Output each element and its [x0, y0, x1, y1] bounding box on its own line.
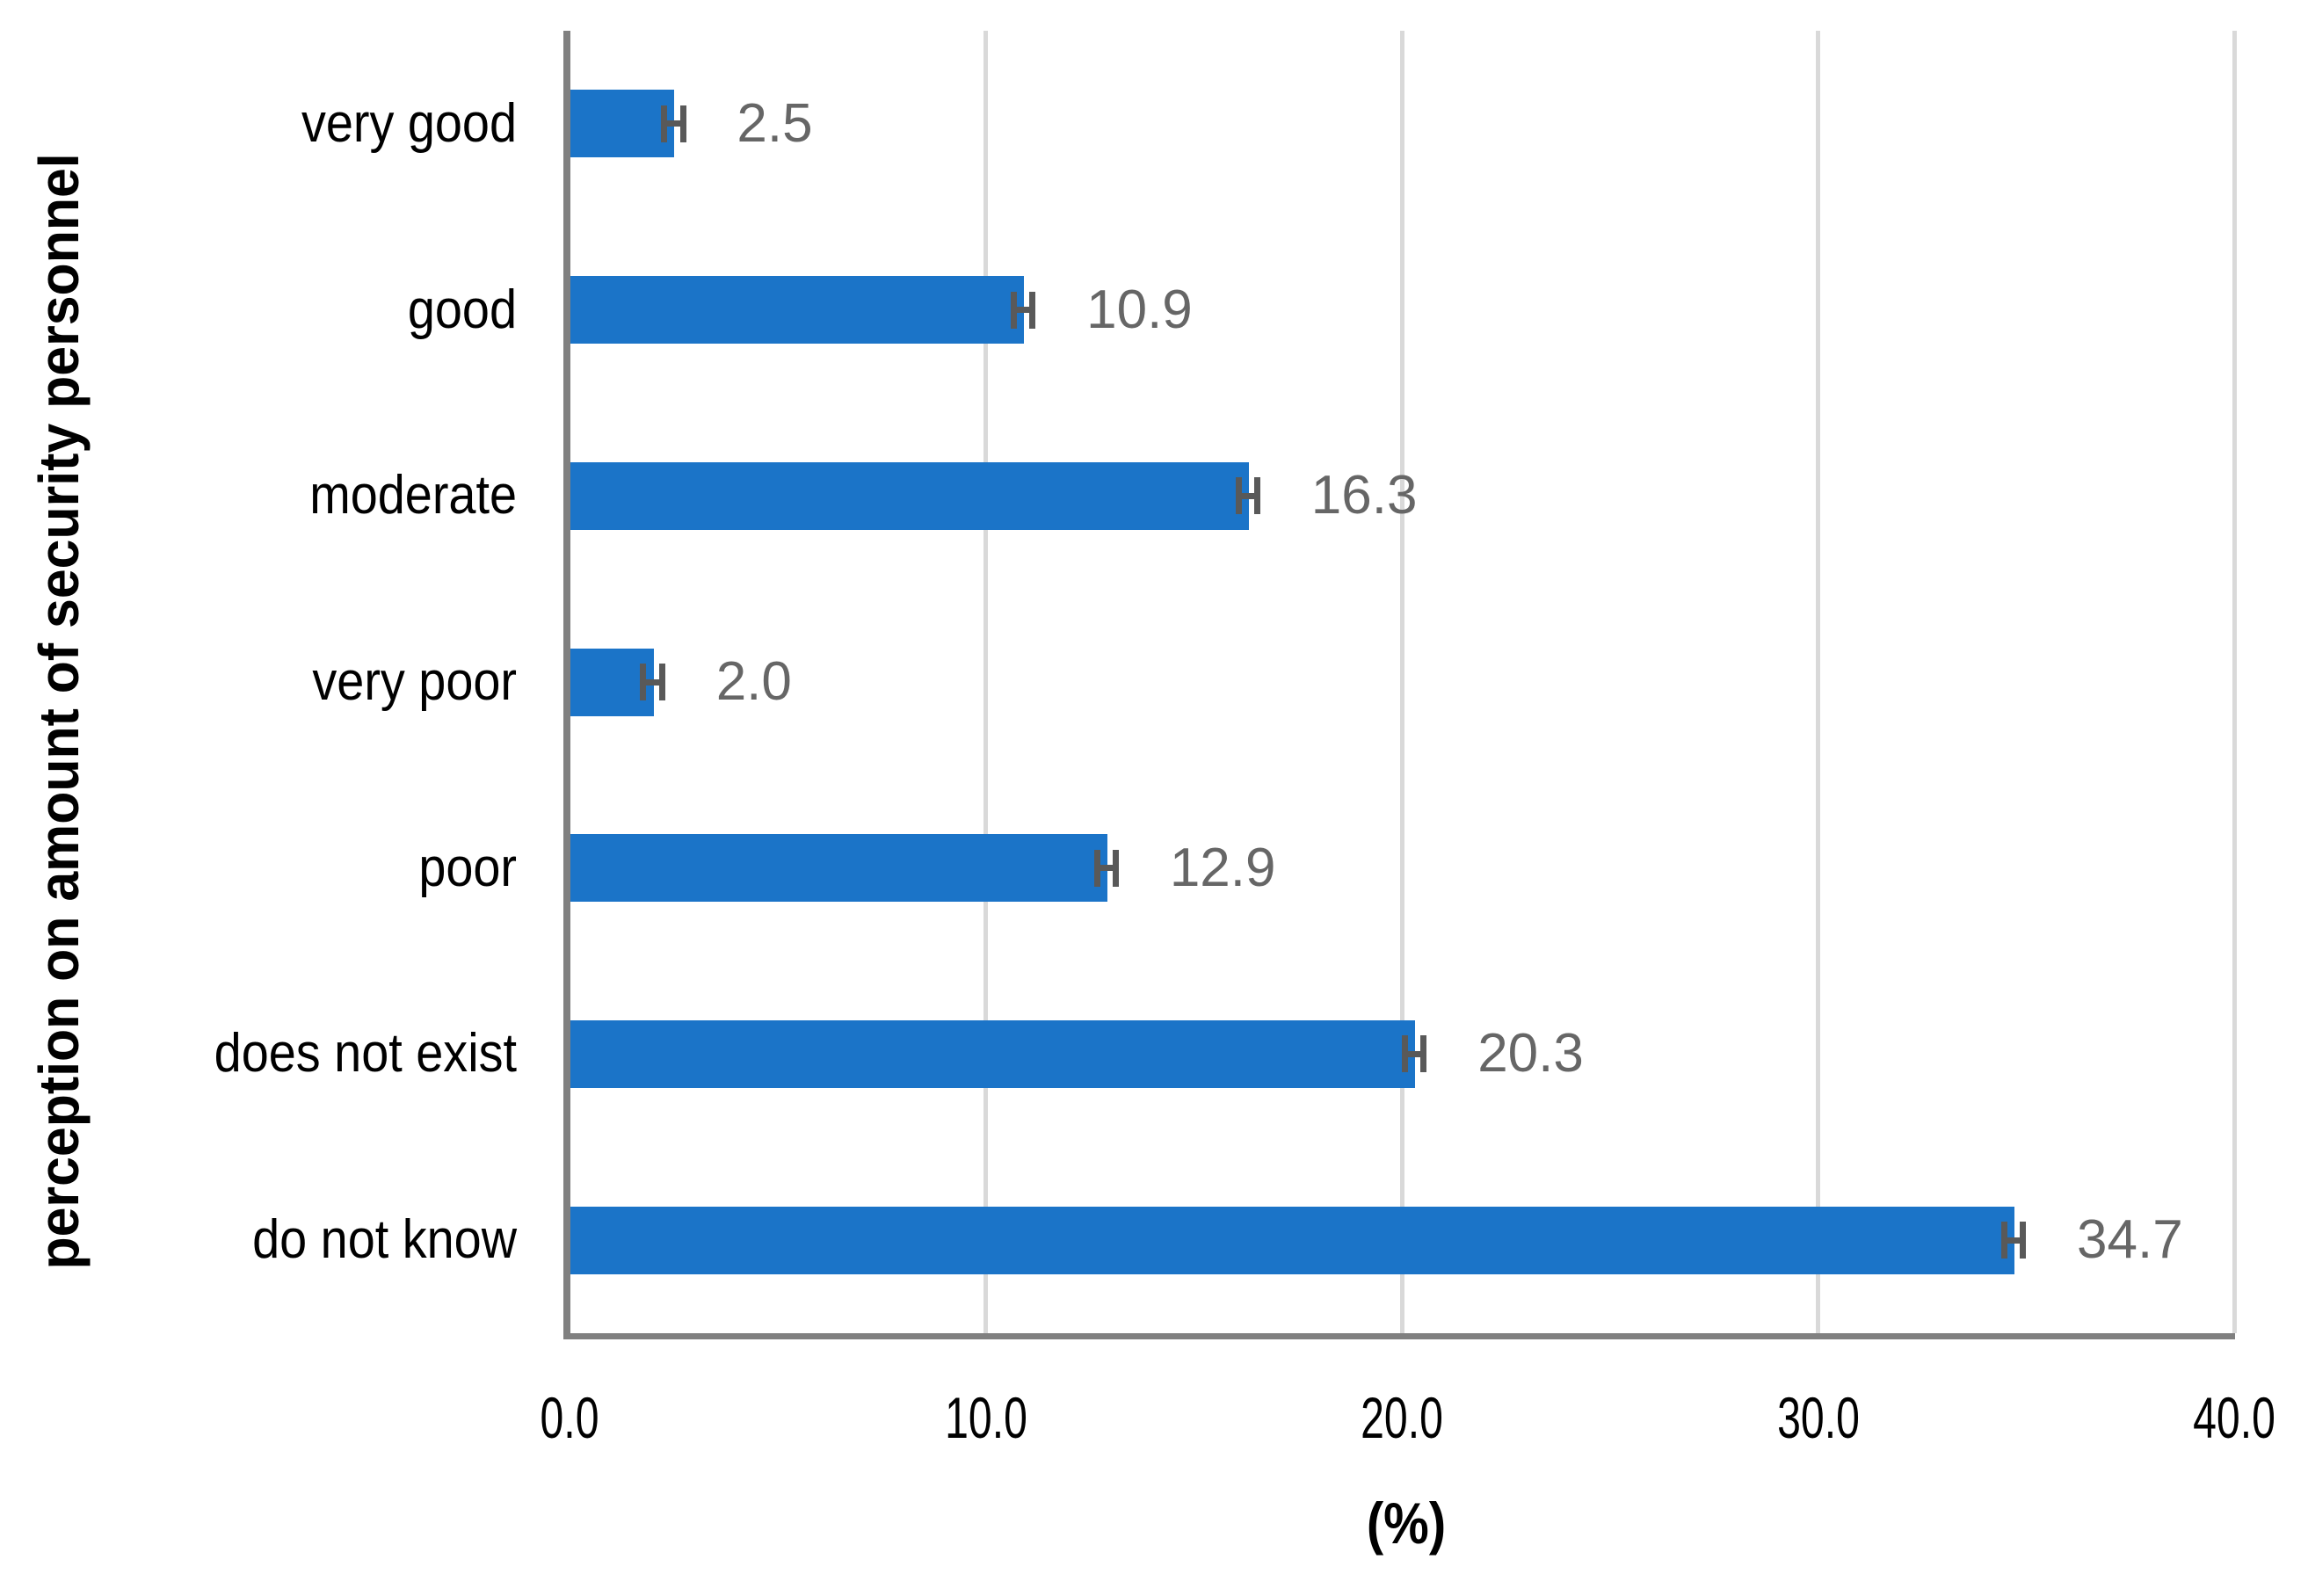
gridline-x-10: [983, 31, 988, 1333]
bar-does-not-exist: [570, 1019, 1416, 1088]
data-label: 2.0: [715, 651, 792, 712]
bar-poor: [570, 834, 1107, 903]
category-label: very good: [301, 92, 517, 154]
gridline-x-20: [1399, 31, 1404, 1333]
error-bar: [1235, 477, 1260, 515]
error-bar-cross: [1093, 865, 1120, 872]
data-label: 10.9: [1086, 279, 1193, 340]
y-axis-line: [563, 31, 570, 1339]
error-bar-cap-right: [1029, 291, 1036, 329]
error-bar-cap-right: [1254, 477, 1260, 515]
error-bar: [1093, 849, 1120, 887]
plot-area: [570, 31, 2237, 1333]
error-bar-cap-right: [1420, 1035, 1427, 1073]
error-bar-cap-right: [658, 664, 665, 700]
error-bar: [1010, 291, 1036, 329]
error-bar-cap-right: [2020, 1222, 2027, 1259]
bar-very-good: [570, 90, 675, 158]
error-bar-cross: [640, 678, 665, 686]
bar-very-poor: [570, 648, 654, 716]
x-axis-title: (%): [1366, 1491, 1447, 1556]
error-bar: [661, 105, 686, 142]
x-tick-label-30.0: 30.0: [1776, 1385, 1860, 1450]
gridline-x-30: [1816, 31, 1820, 1333]
data-label: 12.9: [1169, 837, 1276, 898]
error-bar: [640, 664, 665, 700]
x-axis-line: [563, 1333, 2235, 1339]
error-bar: [1402, 1035, 1427, 1073]
error-bar-cross: [661, 120, 686, 127]
error-bar-cross: [2000, 1237, 2027, 1244]
bar-do-not-know: [570, 1206, 2015, 1274]
category-label: moderate: [309, 465, 517, 526]
category-label: do not know: [252, 1209, 517, 1271]
data-label: 2.5: [737, 92, 813, 154]
error-bar-cross: [1402, 1050, 1427, 1057]
bar-good: [570, 276, 1025, 345]
category-label: poor: [418, 837, 517, 898]
bar-moderate: [570, 461, 1249, 530]
category-label: good: [407, 279, 517, 340]
category-label: very poor: [312, 651, 517, 712]
gridline-x-40: [2232, 31, 2237, 1333]
x-tick-label-20.0: 20.0: [1361, 1385, 1443, 1450]
error-bar-cap-right: [1113, 849, 1120, 887]
category-label: does not exist: [214, 1023, 517, 1085]
x-tick-label-10.0: 10.0: [944, 1385, 1027, 1450]
error-bar: [2000, 1222, 2027, 1259]
error-bar-cross: [1010, 307, 1036, 314]
error-bar-cross: [1235, 492, 1260, 499]
data-label: 34.7: [2077, 1209, 2183, 1271]
data-label: 20.3: [1477, 1023, 1584, 1085]
data-label: 16.3: [1310, 465, 1418, 526]
x-tick-label-40.0: 40.0: [2193, 1385, 2275, 1450]
x-tick-label-0.0: 0.0: [540, 1385, 599, 1450]
error-bar-cap-right: [679, 105, 686, 142]
